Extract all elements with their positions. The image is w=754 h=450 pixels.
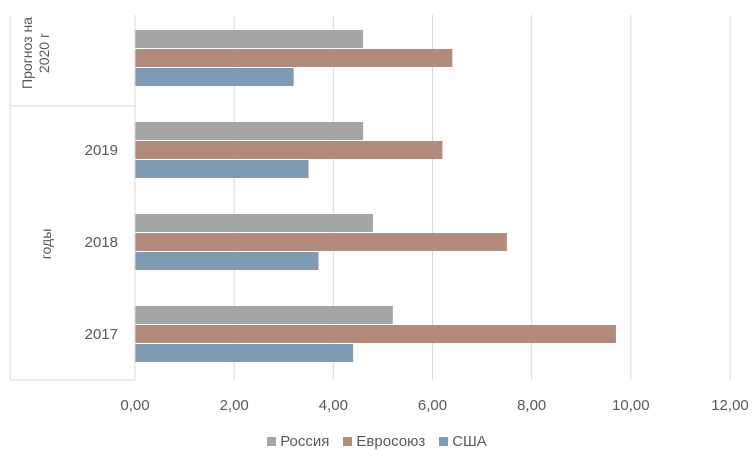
x-tick-label: 12,00 [711, 397, 749, 414]
bar-russia [135, 30, 364, 48]
category-label: 2018 [85, 234, 118, 251]
bar-eu [135, 325, 616, 343]
legend-item-usa: США [439, 433, 487, 450]
bar-russia [135, 306, 393, 324]
axes [9, 15, 136, 381]
bar-russia [135, 214, 373, 232]
bar-russia [135, 122, 364, 140]
x-tick-label: 0,00 [120, 397, 149, 414]
x-tick-label: 4,00 [319, 397, 348, 414]
legend-label-eu: Евросоюз [356, 433, 426, 450]
legend-swatch-eu [343, 437, 353, 446]
legend-label-russia: Россия [280, 433, 330, 450]
bar-usa [135, 344, 354, 362]
category-label: 2019 [85, 142, 118, 159]
chart: 0,00 2,00 4,00 6,00 8,00 10,00 12,00 201720182… [9, 15, 749, 414]
x-tick-label: 10,00 [612, 397, 650, 414]
bar-eu [135, 141, 443, 159]
bars [135, 30, 616, 362]
legend-item-russia: Россия [267, 433, 329, 450]
category-label-forecast-line: 2020 г [36, 33, 52, 73]
legend: Россия Евросоюз США [0, 433, 754, 450]
x-tick-labels: 0,00 2,00 4,00 6,00 8,00 10,00 12,00 [120, 397, 748, 414]
x-tick-label: 2,00 [220, 397, 249, 414]
x-tick-label: 6,00 [418, 397, 447, 414]
bar-usa [135, 252, 319, 270]
category-label-forecast-line: Прогноз на [19, 17, 35, 89]
legend-item-eu: Евросоюз [343, 433, 425, 450]
legend-swatch-usa [439, 437, 449, 446]
category-labels: 2017 2018 2019 Прогноз на2020 г годы [19, 17, 118, 343]
legend-swatch-russia [267, 437, 277, 446]
bar-usa [135, 68, 294, 86]
bar-eu [135, 49, 453, 67]
legend-label-usa: США [452, 433, 487, 450]
category-label-forecast: Прогноз на2020 г [19, 17, 52, 89]
bar-eu [135, 233, 507, 251]
bar-usa [135, 160, 309, 178]
x-tick-label: 8,00 [517, 397, 546, 414]
group-label: годы [38, 229, 54, 260]
category-label: 2017 [85, 326, 118, 343]
